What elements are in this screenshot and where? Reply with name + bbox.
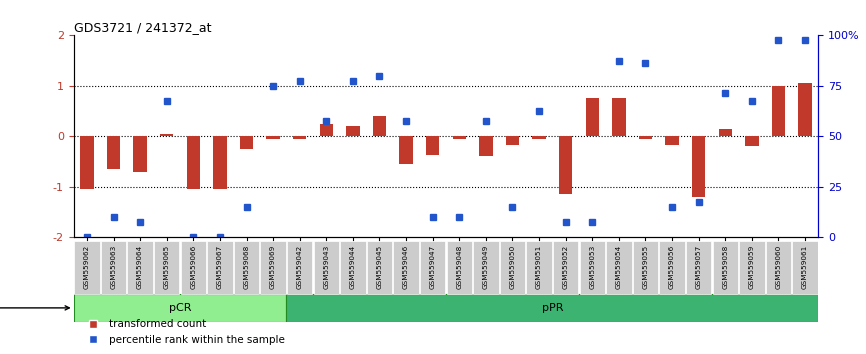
Text: GSM559060: GSM559060 [775,245,781,289]
FancyBboxPatch shape [792,241,818,294]
Text: GSM559069: GSM559069 [270,245,276,289]
Text: GDS3721 / 241372_at: GDS3721 / 241372_at [74,21,211,34]
Bar [665,136,679,145]
Bar [133,136,146,172]
Text: GSM559045: GSM559045 [377,245,383,289]
Bar [373,116,386,136]
FancyBboxPatch shape [606,241,631,294]
Bar [107,136,120,169]
Bar [719,129,732,136]
FancyBboxPatch shape [74,241,100,294]
Bar [559,136,572,194]
Text: GSM559057: GSM559057 [695,245,701,289]
FancyBboxPatch shape [447,241,472,294]
FancyBboxPatch shape [340,241,365,294]
FancyBboxPatch shape [527,241,552,294]
FancyBboxPatch shape [766,241,792,294]
Bar [533,136,546,139]
Bar [585,98,599,136]
Bar [240,136,253,149]
Text: GSM559056: GSM559056 [669,245,675,289]
Bar [453,136,466,139]
Text: GSM559068: GSM559068 [243,245,249,289]
Bar [506,136,519,145]
FancyBboxPatch shape [579,241,605,294]
Text: GSM559048: GSM559048 [456,245,462,289]
FancyBboxPatch shape [154,241,179,294]
Text: GSM559051: GSM559051 [536,245,542,289]
Text: GSM559062: GSM559062 [84,245,90,289]
Text: GSM559058: GSM559058 [722,245,728,289]
Text: GSM559064: GSM559064 [137,245,143,289]
FancyBboxPatch shape [313,241,339,294]
Bar [267,136,280,139]
FancyBboxPatch shape [127,241,153,294]
Bar [160,134,173,136]
Text: GSM559044: GSM559044 [350,245,356,289]
FancyBboxPatch shape [659,241,685,294]
Legend: transformed count, percentile rank within the sample: transformed count, percentile rank withi… [79,315,289,349]
Text: GSM559047: GSM559047 [430,245,436,289]
FancyBboxPatch shape [553,241,578,294]
Text: GSM559061: GSM559061 [802,245,808,289]
Text: GSM559046: GSM559046 [403,245,409,289]
FancyBboxPatch shape [100,241,126,294]
Text: pCR: pCR [169,303,191,313]
FancyBboxPatch shape [74,294,287,322]
Text: GSM559067: GSM559067 [216,245,223,289]
FancyBboxPatch shape [261,241,286,294]
Bar [399,136,413,164]
Text: GSM559052: GSM559052 [563,245,569,289]
FancyBboxPatch shape [287,241,313,294]
Bar [187,136,200,189]
Bar [479,136,493,156]
Text: disease state: disease state [0,303,69,313]
FancyBboxPatch shape [633,241,658,294]
Text: GSM559066: GSM559066 [191,245,197,289]
FancyBboxPatch shape [234,241,259,294]
Bar [639,136,652,139]
Text: GSM559054: GSM559054 [616,245,622,289]
Text: GSM559043: GSM559043 [323,245,329,289]
Text: GSM559065: GSM559065 [164,245,170,289]
Text: GSM559063: GSM559063 [111,245,117,289]
Bar [798,83,811,136]
Text: GSM559042: GSM559042 [297,245,303,289]
Bar [426,136,439,155]
Bar [213,136,227,189]
Bar [612,98,625,136]
Bar [746,136,759,146]
Text: pPR: pPR [541,303,563,313]
FancyBboxPatch shape [207,241,233,294]
Text: GSM559049: GSM559049 [483,245,489,289]
Text: GSM559055: GSM559055 [643,245,649,289]
FancyBboxPatch shape [500,241,526,294]
FancyBboxPatch shape [366,241,392,294]
FancyBboxPatch shape [287,294,818,322]
Bar [81,136,94,189]
Bar [346,126,359,136]
FancyBboxPatch shape [393,241,419,294]
Bar [320,124,333,136]
FancyBboxPatch shape [686,241,712,294]
FancyBboxPatch shape [473,241,499,294]
FancyBboxPatch shape [713,241,738,294]
Text: GSM559059: GSM559059 [749,245,755,289]
FancyBboxPatch shape [180,241,206,294]
Bar [692,136,705,197]
Text: GSM559053: GSM559053 [589,245,595,289]
FancyBboxPatch shape [420,241,445,294]
Bar [772,86,785,136]
Bar [293,136,307,139]
Text: GSM559050: GSM559050 [509,245,515,289]
FancyBboxPatch shape [739,241,765,294]
